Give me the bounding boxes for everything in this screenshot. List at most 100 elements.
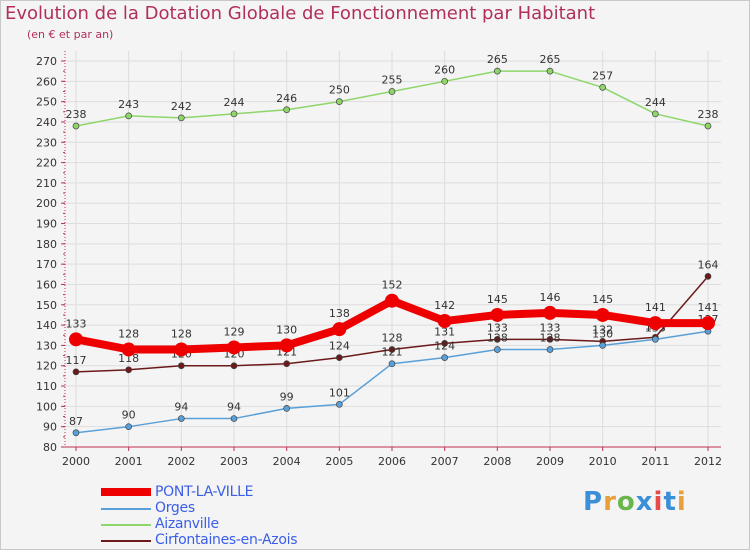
data-label: 128: [171, 327, 192, 340]
y-tick-label: 80: [43, 441, 57, 454]
y-tick-label: 140: [36, 319, 57, 332]
legend-swatch: [101, 488, 151, 496]
data-point: [493, 335, 501, 343]
plot-area: [65, 51, 721, 447]
proxiti-logo: Proxiti: [583, 487, 687, 517]
data-point: [230, 415, 238, 422]
data-point: [441, 77, 449, 85]
data-point: [72, 122, 80, 130]
data-label: 243: [118, 98, 139, 111]
data-label: 128: [540, 331, 561, 344]
data-label: 145: [592, 293, 613, 306]
logo-letter: x: [635, 487, 654, 517]
logo-letter: r: [603, 487, 617, 517]
data-point: [599, 342, 607, 349]
legend-label: Cirfontaines-en-Azois: [155, 532, 298, 548]
y-tick-label: 240: [36, 116, 57, 129]
data-point: [388, 346, 396, 353]
data-point: [704, 272, 712, 280]
y-tick-label: 270: [36, 55, 57, 68]
data-point: [121, 342, 136, 357]
y-tick-label: 260: [36, 75, 57, 88]
data-label: 90: [122, 409, 136, 422]
data-point: [385, 293, 399, 308]
data-point: [595, 307, 610, 322]
data-label: 138: [329, 307, 350, 320]
data-point: [279, 338, 294, 353]
data-label: 265: [487, 53, 508, 66]
y-tick-label: 130: [36, 339, 57, 352]
data-label: 141: [645, 301, 666, 314]
legend-label: Orges: [155, 500, 195, 516]
x-tick-label: 2010: [589, 455, 617, 468]
data-label: 99: [280, 390, 294, 403]
data-label: 124: [434, 340, 455, 353]
y-tick-label: 100: [36, 400, 57, 413]
data-label: 130: [276, 323, 297, 336]
x-tick-label: 2004: [273, 455, 301, 468]
legend-label: PONT-LA-VILLE: [155, 484, 254, 500]
x-tick-label: 2009: [536, 455, 564, 468]
data-label: 131: [434, 325, 455, 338]
data-point: [490, 307, 505, 322]
legend-swatch: [101, 508, 151, 510]
x-tick-label: 2000: [62, 455, 90, 468]
data-point: [227, 340, 241, 355]
data-label: 242: [171, 100, 192, 113]
data-point: [72, 429, 80, 437]
data-label: 128: [118, 327, 139, 340]
data-label: 118: [118, 352, 139, 365]
y-tick-label: 120: [36, 360, 57, 373]
y-tick-label: 250: [36, 96, 57, 109]
data-label: 124: [329, 340, 350, 353]
data-point: [335, 98, 343, 105]
data-point: [72, 368, 80, 376]
data-label: 257: [592, 69, 613, 82]
data-label: 145: [487, 293, 508, 306]
data-point: [332, 322, 347, 337]
data-point: [441, 340, 449, 347]
data-label: 141: [698, 301, 719, 314]
data-point: [177, 415, 185, 422]
data-point: [177, 362, 185, 370]
data-point: [125, 423, 133, 431]
data-point: [283, 405, 291, 412]
x-tick-label: 2007: [431, 455, 459, 468]
logo-letter: o: [616, 487, 636, 517]
data-point: [704, 122, 712, 130]
data-point: [648, 316, 663, 331]
y-tick-label: 170: [36, 258, 57, 271]
data-label: 164: [698, 258, 719, 271]
data-label: 265: [540, 53, 561, 66]
y-tick-label: 220: [36, 157, 57, 170]
y-tick-label: 210: [36, 177, 57, 190]
data-point: [546, 335, 554, 343]
data-point: [230, 110, 238, 118]
x-tick-label: 2002: [167, 455, 195, 468]
data-label: 244: [224, 96, 245, 109]
chart-title: Evolution de la Dotation Globale de Fonc…: [5, 3, 596, 24]
logo-letter: t: [663, 487, 677, 517]
data-label: 121: [382, 346, 403, 359]
x-tick-label: 2005: [325, 455, 353, 468]
data-point: [177, 114, 185, 122]
data-label: 101: [329, 386, 350, 399]
data-label: 244: [645, 96, 666, 109]
data-label: 87: [69, 415, 83, 428]
data-point: [599, 84, 607, 91]
y-tick-label: 160: [36, 278, 57, 291]
y-tick-label: 90: [43, 421, 57, 434]
data-point: [493, 346, 501, 353]
data-point: [174, 342, 189, 357]
data-label: 128: [382, 331, 403, 344]
data-label: 250: [329, 84, 350, 97]
y-tick-label: 150: [36, 299, 57, 312]
y-tick-label: 200: [36, 197, 57, 210]
y-tick-label: 230: [36, 136, 57, 149]
data-point: [543, 305, 557, 320]
x-tick-label: 2011: [641, 455, 669, 468]
data-label: 129: [224, 325, 245, 338]
data-label: 117: [66, 354, 87, 367]
legend-swatch: [101, 524, 151, 526]
data-point: [701, 316, 715, 331]
